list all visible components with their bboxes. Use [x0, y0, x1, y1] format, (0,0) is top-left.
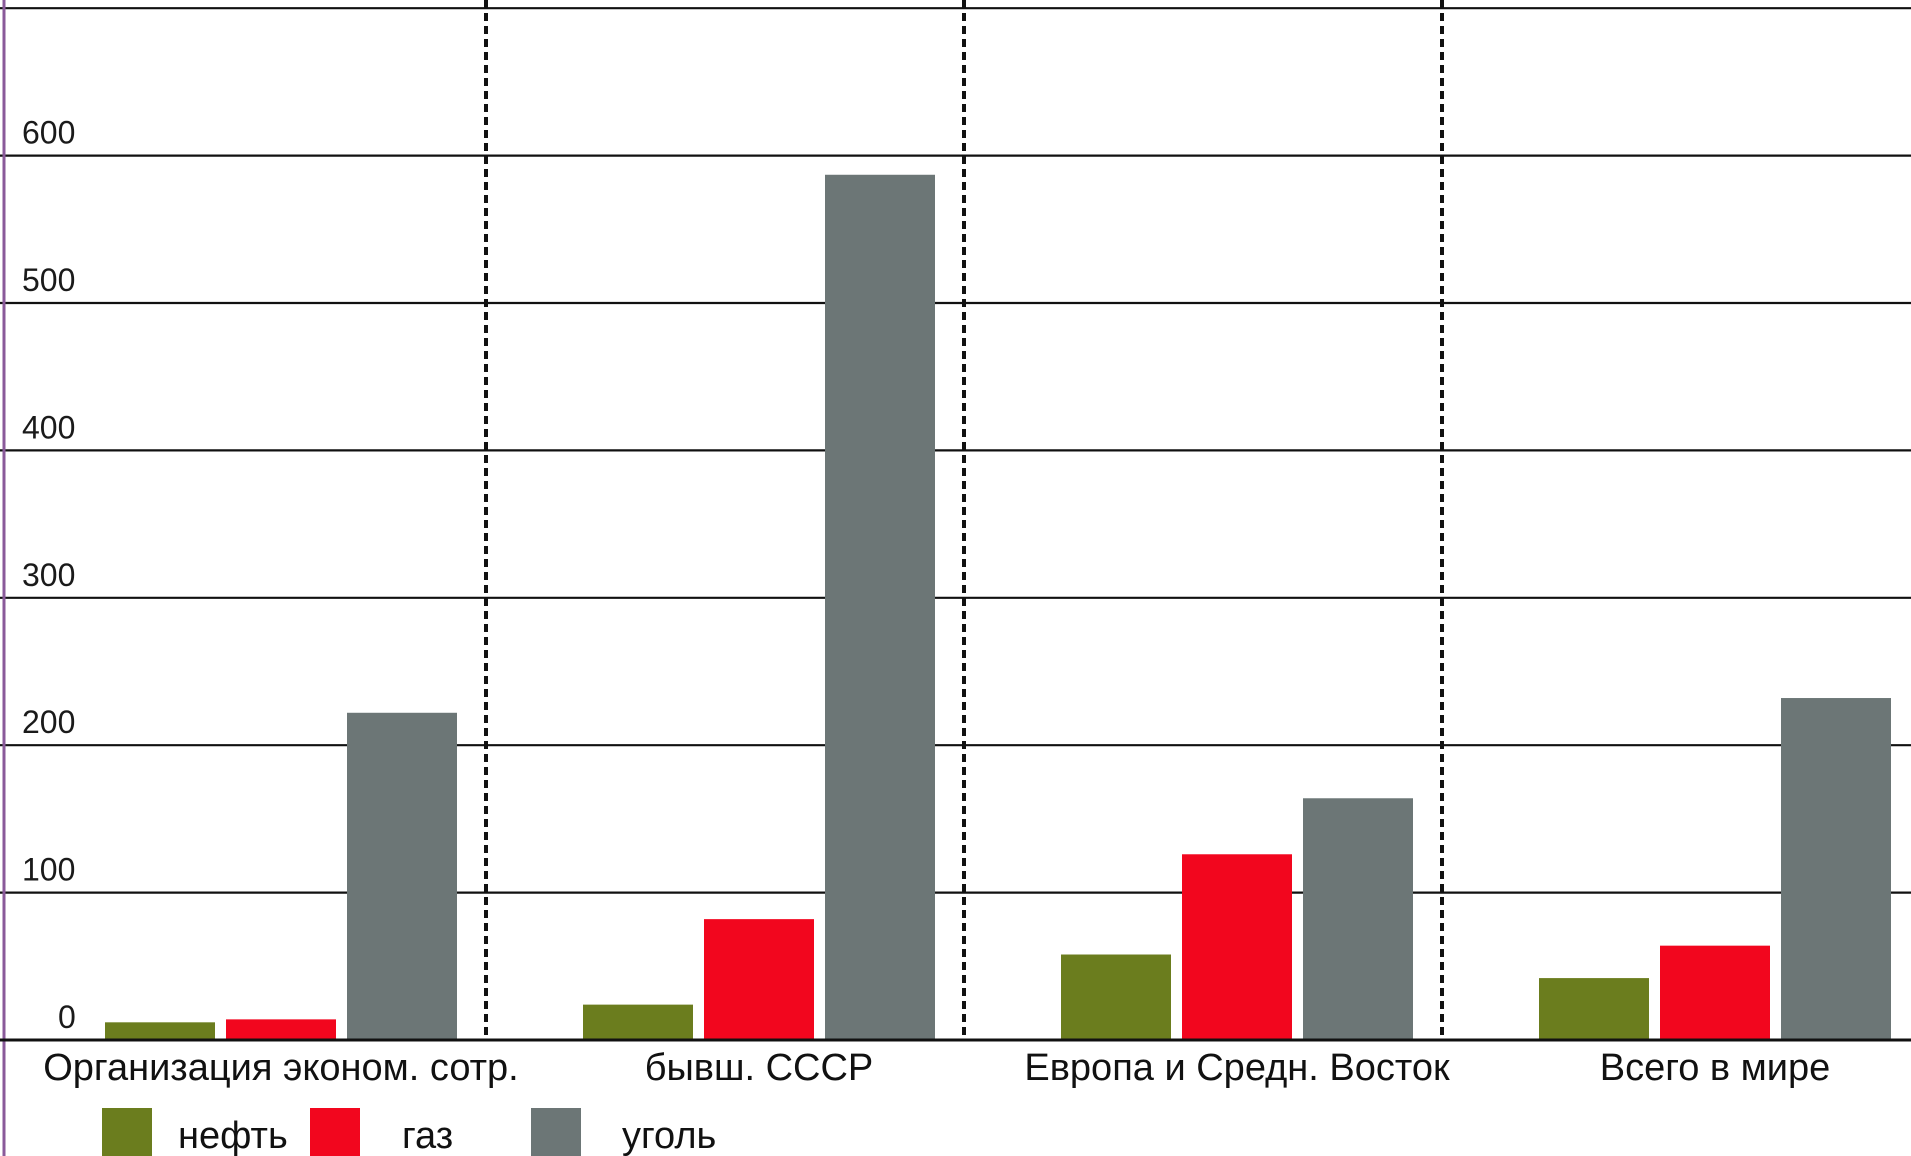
x-category-label: Организация эконом. сотр. [43, 1047, 519, 1089]
legend-label: уголь [622, 1115, 716, 1156]
bar-нефть-1 [583, 1004, 693, 1040]
bar-уголь-1 [825, 174, 935, 1041]
bar-нефть-3 [1539, 978, 1649, 1040]
x-category-label: Всего в мире [1600, 1047, 1831, 1089]
y-tick-label: 400 [22, 409, 75, 445]
legend: нефть газ уголь [102, 1108, 716, 1156]
legend-label: газ [402, 1115, 453, 1156]
bar-газ-1 [704, 919, 814, 1040]
y-tick-labels: 0 100 200 300 400 500 600 [22, 115, 76, 1035]
bar-нефть-0 [105, 1022, 215, 1040]
legend-swatch-уголь [531, 1108, 581, 1156]
legend-swatch-нефть [102, 1108, 152, 1156]
x-category-label: бывш. СССР [645, 1047, 874, 1089]
bar-газ-2 [1182, 854, 1292, 1040]
x-category-labels: Организация эконом. сотр. бывш. СССР Европ… [43, 1047, 1830, 1089]
legend-label: нефть [178, 1115, 288, 1156]
y-tick-label: 500 [22, 262, 75, 298]
bar-уголь-3 [1781, 698, 1891, 1040]
category-dividers [484, 0, 1444, 1040]
gridlines [0, 7, 1911, 894]
y-tick-label: 200 [22, 704, 75, 740]
y-tick-label: 100 [22, 852, 75, 888]
bar-газ-0 [226, 1019, 336, 1040]
x-category-label: Европа и Средн. Восток [1024, 1047, 1450, 1089]
bar-уголь-2 [1303, 798, 1413, 1040]
y-tick-label: 300 [22, 557, 75, 593]
y-tick-label: 0 [58, 999, 76, 1035]
bar-газ-3 [1660, 945, 1770, 1040]
legend-swatch-газ [310, 1108, 360, 1156]
bar-уголь-0 [347, 712, 457, 1040]
bars [105, 174, 1891, 1041]
bar-нефть-2 [1061, 954, 1171, 1040]
y-tick-label: 600 [22, 115, 75, 151]
